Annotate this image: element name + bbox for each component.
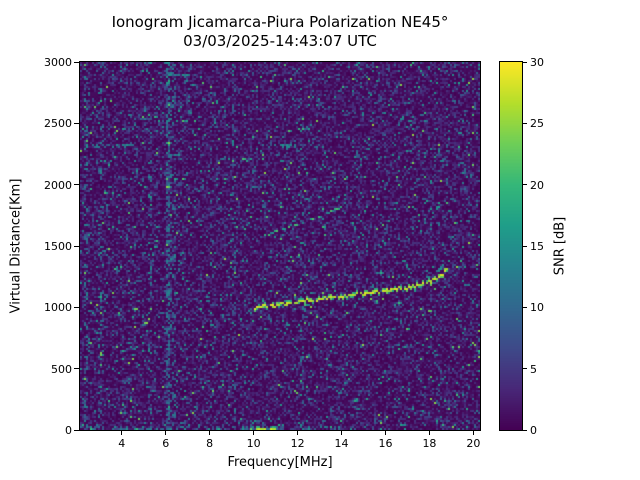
x-tick-label: 14	[334, 437, 349, 450]
colorbar-tick-label: 30	[530, 56, 544, 69]
y-tick-label: 500	[51, 362, 72, 376]
chart-subtitle: 03/03/2025-14:43:07 UTC	[183, 32, 377, 50]
y-tick-label: 2500	[44, 117, 72, 131]
x-tick-label: 18	[422, 437, 437, 450]
x-tick-mark	[384, 431, 386, 435]
colorbar-canvas	[500, 62, 522, 430]
x-tick-label: 8	[206, 437, 214, 450]
x-tick-mark	[472, 431, 474, 435]
x-tick-mark	[253, 431, 255, 435]
colorbar-tick-label: 20	[530, 178, 544, 192]
chart-title: Ionogram Jicamarca-Piura Polarization NE…	[111, 13, 449, 31]
x-tick-label: 12	[290, 437, 305, 450]
colorbar-tick-mark	[523, 368, 527, 370]
colorbar	[499, 61, 523, 431]
colorbar-tick-mark	[523, 429, 527, 431]
x-tick-mark	[209, 431, 211, 435]
y-tick-mark	[74, 368, 79, 370]
colorbar-tick-mark	[523, 184, 527, 186]
x-axis-label: Frequency[MHz]	[227, 455, 333, 470]
y-tick-label: 2000	[44, 178, 72, 192]
x-tick-mark	[121, 431, 123, 435]
x-tick-label: 4	[118, 437, 126, 450]
y-tick-label: 3000	[44, 56, 72, 69]
y-tick-label: 1500	[44, 240, 72, 253]
colorbar-tick-label: 0	[530, 424, 537, 437]
y-tick-label: 0	[65, 424, 72, 437]
y-tick-mark	[74, 184, 79, 186]
colorbar-tick-mark	[523, 61, 527, 63]
x-tick-label: 20	[466, 437, 481, 450]
colorbar-tick-label: 25	[530, 117, 544, 131]
x-tick-mark	[297, 431, 299, 435]
colorbar-tick-mark	[523, 122, 527, 124]
x-tick-mark	[428, 431, 430, 435]
y-tick-label: 1000	[44, 301, 72, 315]
colorbar-tick-label: 15	[530, 240, 544, 253]
x-tick-label: 16	[378, 437, 393, 450]
y-tick-mark	[74, 122, 79, 124]
y-tick-mark	[74, 306, 79, 308]
colorbar-tick-mark	[523, 245, 527, 247]
x-tick-mark	[341, 431, 343, 435]
colorbar-tick-mark	[523, 306, 527, 308]
x-tick-mark	[165, 431, 167, 435]
plot-area	[79, 61, 481, 431]
y-tick-mark	[74, 245, 79, 247]
y-tick-mark	[74, 429, 79, 431]
colorbar-tick-label: 5	[530, 362, 537, 376]
x-tick-label: 6	[162, 437, 170, 450]
colorbar-tick-label: 10	[530, 301, 544, 315]
heatmap-canvas	[80, 62, 480, 430]
x-tick-label: 10	[246, 437, 261, 450]
y-tick-mark	[74, 61, 79, 63]
